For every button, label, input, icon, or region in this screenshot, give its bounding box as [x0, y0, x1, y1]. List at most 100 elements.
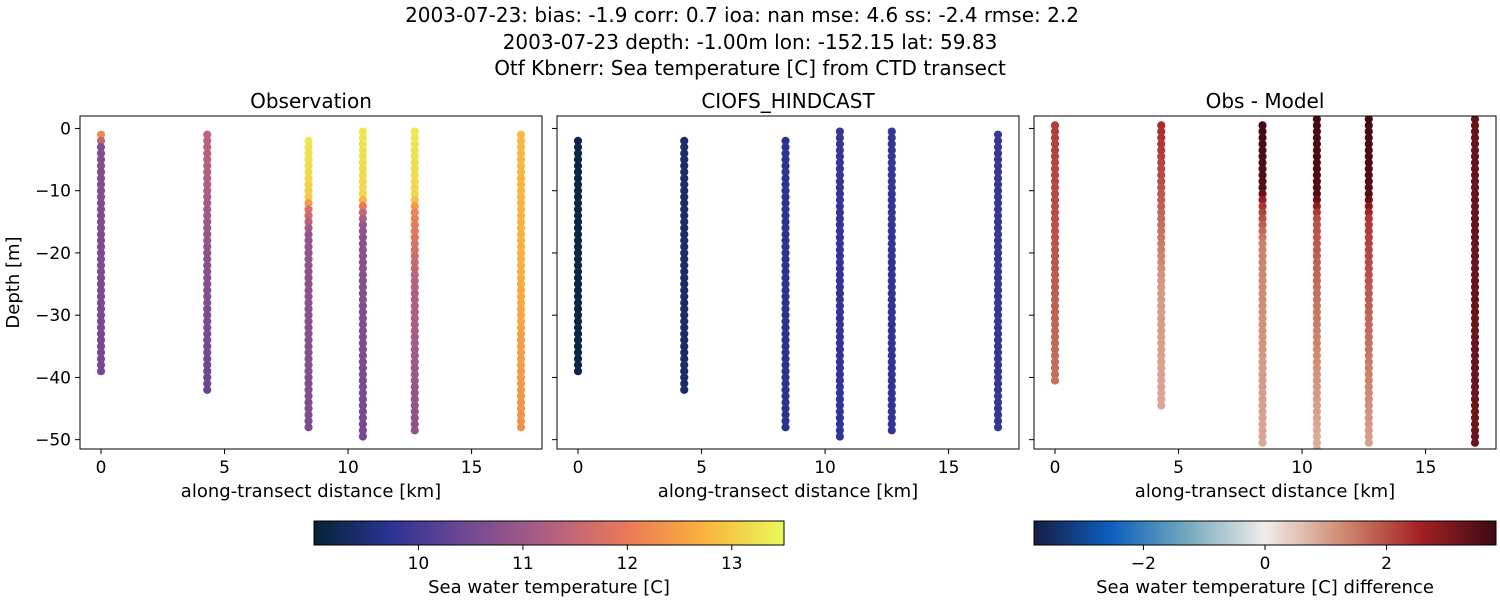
data-point — [203, 130, 212, 139]
data-point — [358, 301, 367, 310]
data-point — [304, 279, 313, 289]
data-point — [410, 395, 419, 404]
data-point — [203, 373, 212, 382]
data-point — [1364, 276, 1373, 286]
data-point — [516, 130, 526, 139]
data-point — [781, 149, 790, 158]
data-point — [96, 273, 106, 282]
data-point — [1157, 388, 1166, 398]
data-point — [1157, 164, 1166, 174]
data-point — [1157, 326, 1166, 335]
data-point — [1470, 227, 1480, 236]
data-point — [1050, 320, 1060, 329]
figure-title-line-3: Otf Kbnerr: Sea temperature [C] from CTD… — [494, 56, 1006, 80]
data-point — [835, 133, 844, 142]
data-point — [573, 348, 583, 357]
data-point — [96, 279, 106, 289]
data-point — [1312, 158, 1321, 167]
data-point — [1364, 171, 1373, 180]
data-point — [516, 211, 526, 220]
data-point — [203, 292, 212, 301]
data-point — [573, 223, 583, 233]
data-point — [1312, 164, 1321, 174]
data-point — [1312, 270, 1321, 279]
data-point — [1050, 239, 1060, 248]
data-point — [410, 220, 419, 230]
data-point — [835, 276, 844, 286]
data-point — [516, 161, 526, 170]
data-point — [993, 304, 1003, 314]
data-point — [96, 342, 106, 351]
data-point — [993, 223, 1003, 233]
data-point — [410, 326, 419, 335]
data-point — [993, 217, 1003, 226]
data-point — [1157, 382, 1166, 391]
data-point — [1050, 183, 1060, 192]
data-point — [304, 236, 313, 245]
data-point — [410, 208, 419, 217]
data-point — [1312, 220, 1321, 230]
data-point — [1312, 438, 1321, 447]
data-point — [1470, 171, 1480, 180]
data-point — [835, 295, 844, 304]
data-point — [516, 391, 526, 401]
data-point — [1364, 195, 1373, 205]
data-point — [1258, 345, 1267, 354]
data-point — [680, 367, 689, 376]
panel-model: CIOFS_HINDCAST 0 5 10 15 along-transect dista… — [552, 89, 1020, 502]
data-point — [304, 273, 313, 282]
data-point — [1157, 133, 1166, 142]
data-point — [1470, 189, 1480, 198]
data-point — [358, 164, 367, 174]
data-point — [1258, 395, 1267, 404]
data-point — [1258, 220, 1267, 230]
data-point — [680, 186, 689, 195]
data-point — [96, 155, 106, 164]
data-point — [887, 245, 896, 254]
data-point — [835, 382, 844, 391]
data-point — [516, 373, 526, 382]
data-point — [410, 283, 419, 292]
data-point — [680, 149, 689, 158]
data-point — [358, 395, 367, 404]
data-point — [203, 317, 212, 326]
data-point — [96, 136, 106, 145]
data-point — [1364, 127, 1373, 136]
data-point — [887, 220, 896, 230]
data-point — [516, 354, 526, 363]
data-point — [573, 186, 583, 195]
data-point — [781, 255, 790, 264]
data-point — [1364, 202, 1373, 211]
data-point — [1312, 116, 1321, 124]
data-point — [887, 363, 896, 373]
data-point — [1312, 401, 1321, 410]
data-point — [203, 342, 212, 351]
data-point — [358, 245, 367, 254]
data-point — [1157, 239, 1166, 248]
data-point — [1050, 251, 1060, 261]
data-point — [410, 233, 419, 242]
data-point — [358, 220, 367, 230]
data-point — [835, 301, 844, 310]
data-point — [516, 335, 526, 345]
data-point — [1157, 320, 1166, 329]
data-point — [573, 360, 583, 370]
data-point — [358, 171, 367, 180]
data-point — [1050, 363, 1060, 373]
data-point — [1157, 376, 1166, 385]
data-point — [887, 283, 896, 292]
data-point — [680, 211, 689, 220]
data-point — [1258, 171, 1267, 180]
data-point — [573, 261, 583, 270]
data-point — [358, 152, 367, 161]
data-point — [1470, 420, 1480, 429]
data-point — [835, 320, 844, 329]
data-point — [781, 186, 790, 195]
data-point — [304, 205, 313, 214]
data-point — [410, 227, 419, 236]
data-point — [1258, 388, 1267, 398]
data-point — [993, 423, 1003, 432]
data-point — [1470, 295, 1480, 304]
data-point — [410, 251, 419, 261]
data-point — [304, 398, 313, 407]
